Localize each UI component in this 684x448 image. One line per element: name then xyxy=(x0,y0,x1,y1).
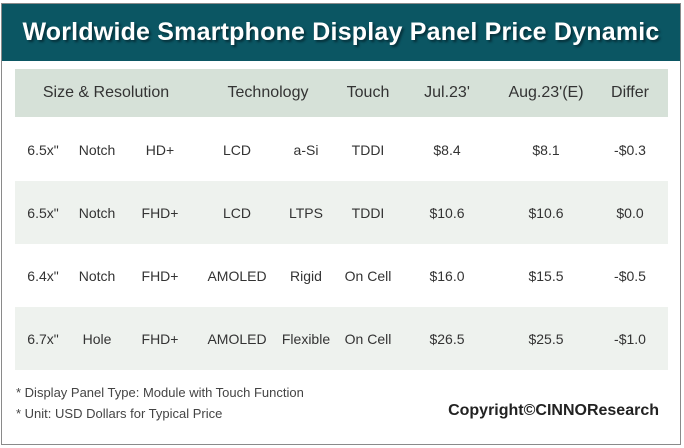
price-table: Size & Resolution Technology Touch Jul.2… xyxy=(15,69,668,370)
header-touch: Touch xyxy=(346,84,390,101)
cell-sub: Flexible xyxy=(281,330,331,347)
page-title: Worldwide Smartphone Display Panel Price… xyxy=(22,18,660,46)
cell-diff: $0.0 xyxy=(616,204,644,221)
cell-sub: a-Si xyxy=(293,141,319,158)
cell-touch: TDDI xyxy=(351,141,385,158)
cell-jul: $26.5 xyxy=(429,330,465,347)
table-row: 6.7x" Hole FHD+ AMOLED Flexible On Cell $26.5 $… xyxy=(15,307,668,370)
cell-aug: $15.5 xyxy=(528,267,564,284)
cell-tech: AMOLED xyxy=(207,267,267,284)
header-size-resolution: Size & Resolution xyxy=(42,84,170,101)
table-row: 6.4x" Notch FHD+ AMOLED Rigid On Cell $16.0 $15… xyxy=(15,244,668,307)
copyright: Copyright©CINNOResearch xyxy=(448,402,659,419)
cell-size: 6.4x" xyxy=(27,267,59,284)
cell-aug: $10.6 xyxy=(528,204,564,221)
header-aug: Aug.23'(E) xyxy=(508,84,584,101)
cell-touch: On Cell xyxy=(344,267,392,284)
cell-size: 6.5x" xyxy=(27,141,59,158)
cell-jul: $16.0 xyxy=(429,267,465,284)
cell-form: Notch xyxy=(78,204,116,221)
cell-diff: -$0.3 xyxy=(614,141,646,158)
cell-tech: LCD xyxy=(222,141,252,158)
footnote-panel-type: * Display Panel Type: Module with Touch … xyxy=(16,385,304,400)
header-jul: Jul.23' xyxy=(424,84,470,101)
cell-form: Notch xyxy=(78,267,116,284)
cell-res: FHD+ xyxy=(141,330,179,347)
cell-tech: LCD xyxy=(222,204,252,221)
cell-aug: $8.1 xyxy=(532,141,560,158)
cell-diff: -$0.5 xyxy=(614,267,646,284)
cell-size: 6.7x" xyxy=(27,330,59,347)
cell-jul: $10.6 xyxy=(429,204,465,221)
table-header: Size & Resolution Technology Touch Jul.2… xyxy=(15,69,668,117)
footnote-unit: * Unit: USD Dollars for Typical Price xyxy=(16,406,223,421)
cell-touch: TDDI xyxy=(351,204,385,221)
title-bar: Worldwide Smartphone Display Panel Price… xyxy=(2,4,680,61)
cell-touch: On Cell xyxy=(344,330,392,347)
cell-tech: AMOLED xyxy=(207,330,267,347)
cell-res: FHD+ xyxy=(141,204,179,221)
cell-res: HD+ xyxy=(145,141,175,158)
cell-form: Notch xyxy=(78,141,116,158)
cell-sub: LTPS xyxy=(289,204,323,221)
cell-res: FHD+ xyxy=(141,267,179,284)
table-row: 6.5x" Notch FHD+ LCD LTPS TDDI $10.6 $10.6 $0.0 xyxy=(15,181,668,244)
cell-size: 6.5x" xyxy=(27,204,59,221)
cell-diff: -$1.0 xyxy=(614,330,646,347)
cell-sub: Rigid xyxy=(290,267,322,284)
table-row: 6.5x" Notch HD+ LCD a-Si TDDI $8.4 $8.1 -$0.3 xyxy=(15,118,668,181)
cell-form: Hole xyxy=(82,330,112,347)
outer-frame xyxy=(1,3,681,445)
header-technology: Technology xyxy=(227,84,309,101)
header-differ: Differ xyxy=(611,84,649,101)
cell-aug: $25.5 xyxy=(528,330,564,347)
cell-jul: $8.4 xyxy=(433,141,461,158)
